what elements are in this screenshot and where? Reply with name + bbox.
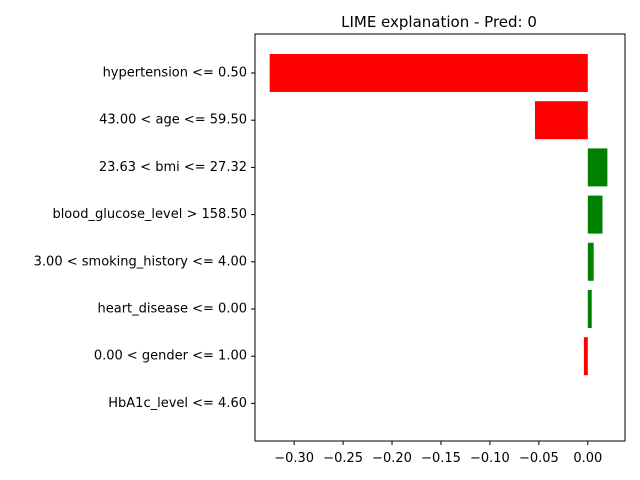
- y-tick-label: heart_disease <= 0.00: [97, 302, 247, 317]
- x-tick-label: −0.20: [372, 451, 412, 466]
- chart-title: LIME explanation - Pred: 0: [341, 13, 537, 31]
- plot-frame: [254, 33, 626, 442]
- y-tick-label: hypertension <= 0.50: [103, 66, 247, 81]
- y-axis: hypertension <= 0.50 43.00 < age <= 59.50…: [34, 66, 255, 411]
- y-tick-label: 43.00 < age <= 59.50: [99, 113, 247, 128]
- bar: [583, 337, 588, 376]
- bars-group: [269, 54, 608, 376]
- y-tick-label: 0.00 < gender <= 1.00: [94, 349, 247, 364]
- y-tick-label: 3.00 < smoking_history <= 4.00: [34, 254, 247, 269]
- x-tick-label: −0.15: [421, 451, 461, 466]
- x-tick-label: −0.30: [274, 451, 314, 466]
- x-tick-label: −0.05: [519, 451, 559, 466]
- bar: [587, 290, 592, 328]
- bar: [587, 195, 603, 234]
- x-tick-label: −0.10: [470, 451, 510, 466]
- y-tick-label: HbA1c_level <= 4.60: [108, 396, 247, 411]
- x-axis: −0.30 −0.25 −0.20 −0.15 −0.10 −0.05 0.00: [274, 441, 602, 466]
- y-tick-label: 23.63 < bmi <= 27.32: [99, 160, 247, 175]
- y-tick-label: blood_glucose_level > 158.50: [52, 207, 247, 222]
- bar: [534, 101, 588, 140]
- x-tick-label: −0.25: [323, 451, 363, 466]
- bar: [587, 148, 608, 187]
- x-tick-label: 0.00: [573, 451, 602, 466]
- bar: [269, 54, 588, 92]
- bar: [587, 242, 594, 281]
